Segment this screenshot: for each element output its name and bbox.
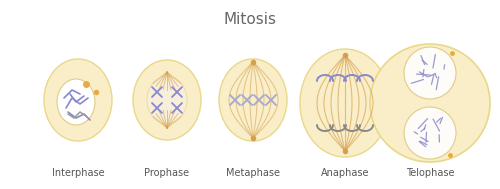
Circle shape [404, 47, 456, 99]
Text: Interphase: Interphase [52, 168, 104, 178]
Text: Prophase: Prophase [144, 168, 190, 178]
Text: Mitosis: Mitosis [224, 12, 276, 27]
Text: Metaphase: Metaphase [226, 168, 280, 178]
Ellipse shape [133, 60, 201, 140]
Circle shape [404, 107, 456, 159]
Ellipse shape [57, 79, 95, 125]
Text: Anaphase: Anaphase [321, 168, 369, 178]
Ellipse shape [219, 59, 287, 141]
Ellipse shape [300, 49, 390, 157]
Ellipse shape [147, 76, 187, 124]
Text: Telophase: Telophase [406, 168, 454, 178]
Ellipse shape [370, 44, 490, 162]
Ellipse shape [44, 59, 112, 141]
